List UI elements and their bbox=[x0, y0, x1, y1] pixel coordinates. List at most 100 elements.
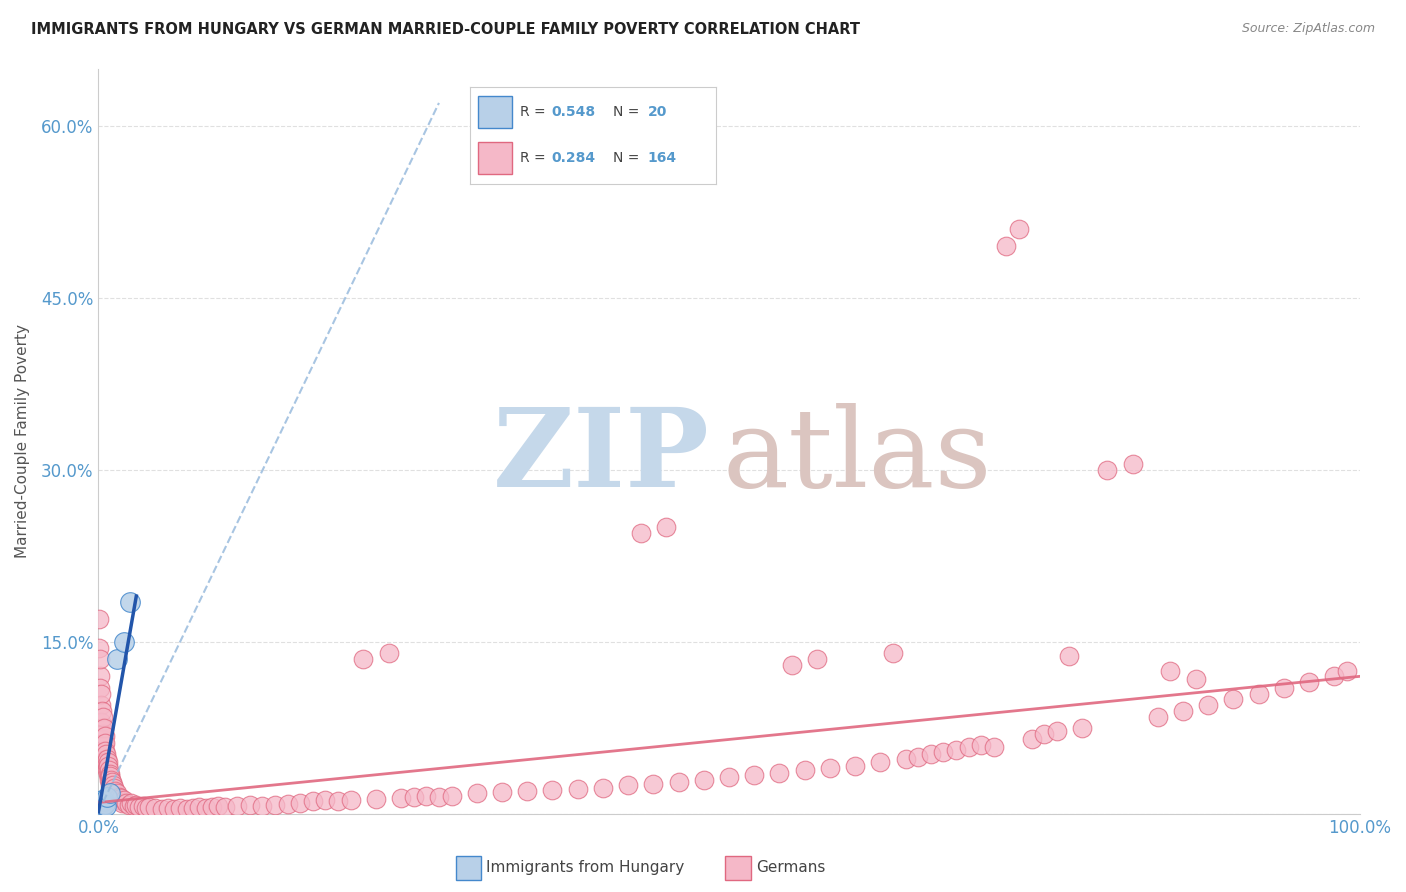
Point bbox=[91, 704, 114, 718]
Point bbox=[90, 796, 112, 810]
Y-axis label: Married-Couple Family Poverty: Married-Couple Family Poverty bbox=[15, 325, 30, 558]
Point bbox=[226, 799, 249, 814]
Point bbox=[945, 743, 967, 757]
Point bbox=[93, 729, 115, 743]
Point bbox=[427, 789, 450, 804]
Text: Immigrants from Hungary: Immigrants from Hungary bbox=[486, 861, 685, 875]
Point bbox=[96, 764, 118, 778]
Point bbox=[100, 775, 122, 789]
Point bbox=[89, 669, 111, 683]
Point bbox=[1046, 724, 1069, 739]
Point bbox=[339, 793, 361, 807]
Point bbox=[402, 789, 425, 804]
Point bbox=[995, 239, 1018, 253]
Point bbox=[201, 800, 224, 814]
Point bbox=[1146, 709, 1168, 723]
Point bbox=[100, 778, 122, 792]
Point bbox=[97, 759, 120, 773]
Point bbox=[806, 652, 828, 666]
Point bbox=[89, 797, 111, 812]
Point bbox=[91, 800, 114, 814]
Point bbox=[100, 772, 122, 787]
Point bbox=[111, 796, 134, 810]
Point bbox=[1159, 664, 1181, 678]
Point bbox=[120, 796, 142, 810]
Point bbox=[1184, 672, 1206, 686]
Point bbox=[389, 791, 412, 805]
Point bbox=[90, 721, 112, 735]
Text: ZIP: ZIP bbox=[494, 402, 710, 509]
Point bbox=[181, 801, 204, 815]
Point bbox=[1171, 704, 1194, 718]
Point bbox=[91, 793, 114, 807]
Point bbox=[377, 647, 399, 661]
Point bbox=[105, 786, 128, 800]
Point bbox=[128, 800, 150, 814]
Point bbox=[94, 747, 117, 762]
Point bbox=[104, 789, 127, 803]
Point bbox=[90, 801, 112, 815]
Point bbox=[89, 640, 111, 655]
Point bbox=[98, 772, 121, 787]
Point bbox=[176, 802, 198, 816]
Point bbox=[89, 802, 111, 816]
Point bbox=[103, 786, 125, 800]
Point bbox=[314, 793, 336, 807]
Point bbox=[97, 767, 120, 781]
Point bbox=[1222, 692, 1244, 706]
Point bbox=[592, 780, 614, 795]
Point bbox=[89, 801, 111, 815]
Point bbox=[93, 738, 115, 752]
Point bbox=[302, 794, 325, 808]
Point bbox=[920, 747, 942, 762]
Point bbox=[1247, 687, 1270, 701]
Point bbox=[91, 732, 114, 747]
Point bbox=[214, 800, 236, 814]
Point bbox=[96, 789, 118, 804]
Text: Germans: Germans bbox=[756, 861, 825, 875]
Point bbox=[1336, 664, 1358, 678]
Point bbox=[326, 794, 349, 808]
Point bbox=[818, 761, 841, 775]
Point bbox=[252, 799, 274, 814]
Point bbox=[105, 652, 128, 666]
Point bbox=[96, 752, 118, 766]
Point bbox=[1071, 721, 1094, 735]
Point bbox=[541, 783, 564, 797]
Point bbox=[93, 794, 115, 808]
Point bbox=[352, 652, 374, 666]
Point bbox=[101, 784, 124, 798]
Point bbox=[163, 802, 186, 816]
Point bbox=[970, 738, 993, 752]
Point bbox=[98, 769, 121, 783]
Point bbox=[239, 797, 262, 812]
Point bbox=[122, 799, 145, 814]
Point bbox=[1323, 669, 1346, 683]
Point bbox=[90, 797, 112, 811]
Point bbox=[107, 789, 129, 804]
Point bbox=[793, 764, 815, 778]
Point bbox=[108, 793, 131, 807]
Point bbox=[869, 756, 891, 770]
Point bbox=[668, 775, 690, 789]
Point bbox=[156, 801, 179, 815]
Point bbox=[169, 801, 191, 815]
Point bbox=[983, 740, 1005, 755]
Point bbox=[91, 797, 114, 812]
Point bbox=[118, 595, 141, 609]
Point bbox=[103, 780, 125, 795]
Point bbox=[135, 801, 157, 815]
Point bbox=[188, 800, 211, 814]
Point bbox=[194, 801, 217, 815]
Point bbox=[101, 778, 124, 792]
Point bbox=[264, 797, 287, 812]
Text: atlas: atlas bbox=[723, 402, 993, 509]
Point bbox=[94, 749, 117, 764]
Point bbox=[1033, 727, 1056, 741]
Point bbox=[131, 799, 153, 814]
Point bbox=[630, 526, 652, 541]
Point bbox=[143, 801, 166, 815]
Point bbox=[1021, 732, 1043, 747]
Point bbox=[105, 789, 128, 804]
Point bbox=[138, 800, 160, 814]
